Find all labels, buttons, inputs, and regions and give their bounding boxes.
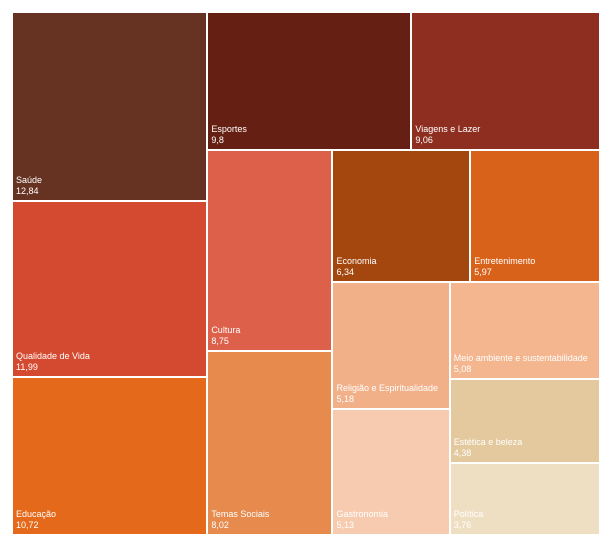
tile-value: 9,06	[415, 135, 433, 145]
tile-label: Viagens e Lazer 9,06	[415, 124, 596, 146]
tile-name: Entretenimento	[474, 256, 536, 267]
tile-label: Gastronomia 5,13	[336, 509, 445, 531]
tile: Qualidade de Vida 11,99	[12, 200, 208, 378]
tile-value: 3,76	[453, 519, 472, 530]
tile: Meio ambiente e sustentabilidade 5,08	[449, 282, 600, 380]
tile: Educação 10,72	[12, 377, 208, 535]
tile-label: Estética e beleza 4,38	[454, 437, 596, 459]
tile: Temas Sociais 8,02	[207, 350, 333, 535]
tile-value: 10,72	[16, 519, 39, 530]
tile-value: 5,08	[453, 364, 472, 375]
tile: Cultura 8,75	[207, 150, 333, 351]
tile-name: Esportes	[211, 124, 247, 134]
tile-label: Entretenimento 5,97	[474, 256, 596, 278]
tile-name: Educação	[16, 508, 57, 519]
tile-label: Religião e Espiritualidade 5,18	[336, 383, 445, 405]
tile-value: 9,8	[211, 135, 224, 145]
tile-value: 5,97	[474, 267, 492, 278]
tile-label: Qualidade de Vida 11,99	[16, 351, 203, 373]
tile-value: 11,99	[16, 362, 38, 373]
tile-label: Meio ambiente e sustentabilidade 5,08	[454, 353, 596, 375]
tile-label: Educação 10,72	[16, 509, 203, 531]
tile-label: Política 3,76	[454, 509, 596, 531]
tile-label: Economia 6,34	[336, 256, 466, 278]
tile-value: 4,38	[453, 448, 472, 459]
tile-name: Cultura	[211, 324, 241, 335]
tile-name: Temas Sociais	[211, 508, 270, 519]
tile-name: Estética e beleza	[453, 437, 523, 448]
tile: Estética e beleza 4,38	[449, 379, 600, 464]
tile-value: 12,84	[16, 185, 39, 196]
tile: Religião e Espiritualidade 5,18	[332, 282, 450, 410]
tile-name: Qualidade de Vida	[16, 351, 90, 362]
tile-label: Esportes 9,8	[211, 124, 407, 146]
tile-name: Viagens e Lazer	[415, 124, 481, 134]
tile-name: Meio ambiente e sustentabilidade	[453, 353, 588, 364]
tile-name: Gastronomia	[336, 508, 389, 519]
tile: Economia 6,34	[332, 150, 471, 283]
tile: Saúde 12,84	[12, 12, 208, 201]
tile: Gastronomia 5,13	[332, 409, 450, 535]
tile-label: Saúde 12,84	[16, 175, 203, 197]
tile-value: 5,18	[336, 394, 355, 405]
tile: Esportes 9,8	[207, 12, 412, 150]
tile-name: Religião e Espiritualidade	[336, 383, 439, 394]
tile: Entretenimento 5,97	[470, 150, 600, 283]
tile-value: 5,13	[336, 519, 355, 530]
tile-name: Saúde	[16, 174, 43, 185]
tile-label: Temas Sociais 8,02	[211, 509, 328, 531]
tile-value: 6,34	[336, 267, 355, 278]
tile-value: 8,75	[211, 335, 229, 346]
tile-name: Política	[453, 508, 484, 519]
tile: Viagens e Lazer 9,06	[411, 12, 600, 150]
tile-label: Cultura 8,75	[211, 325, 328, 347]
tile-name: Economia	[336, 256, 377, 267]
tile-value: 8,02	[211, 519, 229, 530]
tile: Política 3,76	[449, 463, 600, 535]
